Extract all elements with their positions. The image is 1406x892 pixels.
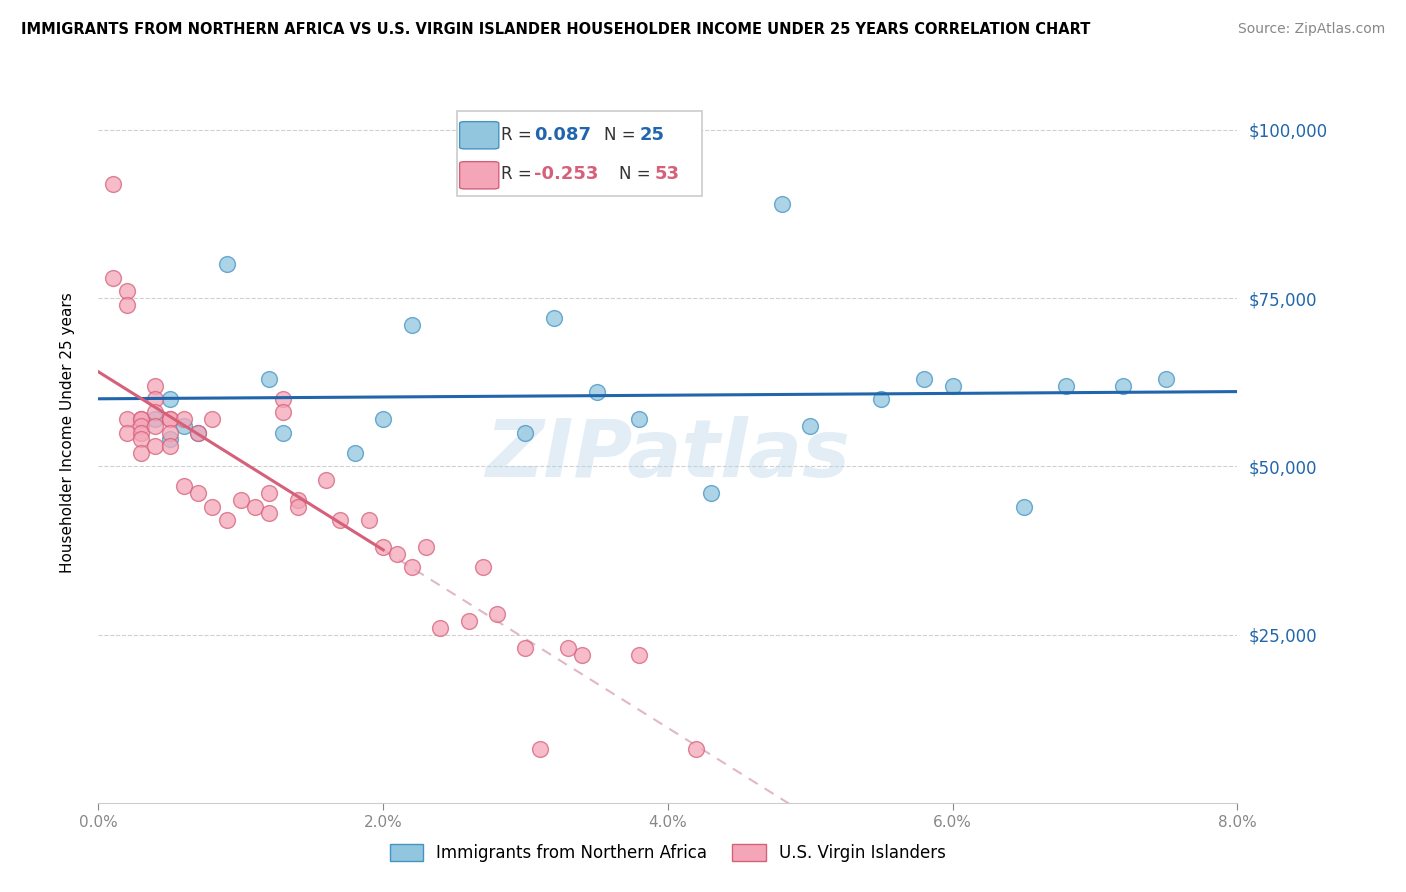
Point bbox=[585, 385, 607, 400]
Legend: Immigrants from Northern Africa, U.S. Virgin Islanders: Immigrants from Northern Africa, U.S. Vi… bbox=[382, 837, 953, 869]
Point bbox=[187, 425, 209, 440]
Point bbox=[129, 446, 152, 460]
Point bbox=[1012, 500, 1035, 514]
Point bbox=[942, 378, 965, 392]
Point bbox=[145, 412, 167, 426]
Point bbox=[628, 412, 651, 426]
Point bbox=[357, 513, 380, 527]
Point bbox=[115, 285, 138, 299]
Point bbox=[115, 425, 138, 440]
Point bbox=[229, 492, 252, 507]
Point bbox=[287, 500, 309, 514]
Point bbox=[557, 640, 579, 655]
Point bbox=[173, 418, 195, 433]
Point bbox=[243, 500, 266, 514]
Point bbox=[159, 433, 181, 447]
Point bbox=[115, 298, 138, 312]
Point bbox=[699, 486, 721, 500]
Point bbox=[129, 425, 152, 440]
Point bbox=[486, 607, 509, 622]
Point bbox=[159, 425, 181, 440]
Point bbox=[912, 372, 935, 386]
Point bbox=[515, 640, 537, 655]
Point bbox=[273, 405, 295, 419]
Text: ZIPatlas: ZIPatlas bbox=[485, 416, 851, 494]
Point bbox=[115, 412, 138, 426]
Point bbox=[145, 392, 167, 406]
Point bbox=[259, 372, 281, 386]
Point bbox=[201, 412, 224, 426]
Point bbox=[371, 412, 394, 426]
Point bbox=[685, 742, 707, 756]
Point bbox=[101, 270, 124, 285]
Point bbox=[129, 412, 152, 426]
Point bbox=[273, 392, 295, 406]
Text: Source: ZipAtlas.com: Source: ZipAtlas.com bbox=[1237, 22, 1385, 37]
Point bbox=[429, 621, 451, 635]
Point bbox=[187, 486, 209, 500]
Point bbox=[159, 412, 181, 426]
Point bbox=[1154, 372, 1177, 386]
Point bbox=[1112, 378, 1135, 392]
Point bbox=[201, 500, 224, 514]
Point bbox=[173, 479, 195, 493]
Point bbox=[159, 392, 181, 406]
Point bbox=[515, 425, 537, 440]
Point bbox=[401, 318, 423, 332]
Point bbox=[273, 425, 295, 440]
Point bbox=[145, 378, 167, 392]
Point bbox=[799, 418, 821, 433]
Point bbox=[259, 507, 281, 521]
Point bbox=[215, 513, 238, 527]
Point bbox=[159, 439, 181, 453]
Point bbox=[543, 311, 565, 326]
Point bbox=[145, 405, 167, 419]
Point bbox=[770, 196, 793, 211]
Text: IMMIGRANTS FROM NORTHERN AFRICA VS U.S. VIRGIN ISLANDER HOUSEHOLDER INCOME UNDER: IMMIGRANTS FROM NORTHERN AFRICA VS U.S. … bbox=[21, 22, 1091, 37]
Point bbox=[259, 486, 281, 500]
Point bbox=[387, 547, 409, 561]
Point bbox=[343, 446, 366, 460]
Point bbox=[471, 560, 494, 574]
Y-axis label: Householder Income Under 25 years: Householder Income Under 25 years bbox=[60, 293, 75, 573]
Point bbox=[628, 648, 651, 662]
Point bbox=[287, 492, 309, 507]
Point bbox=[415, 540, 437, 554]
Point bbox=[159, 412, 181, 426]
Point bbox=[101, 177, 124, 191]
Point bbox=[215, 257, 238, 271]
Point bbox=[129, 418, 152, 433]
Point bbox=[870, 392, 893, 406]
Point bbox=[129, 433, 152, 447]
Point bbox=[401, 560, 423, 574]
Point bbox=[129, 412, 152, 426]
Point bbox=[145, 418, 167, 433]
Point bbox=[315, 473, 337, 487]
Point bbox=[1056, 378, 1078, 392]
Point bbox=[329, 513, 352, 527]
Point bbox=[187, 425, 209, 440]
Point bbox=[371, 540, 394, 554]
Point bbox=[173, 412, 195, 426]
Point bbox=[457, 614, 479, 628]
Point bbox=[145, 439, 167, 453]
Point bbox=[571, 648, 593, 662]
Point bbox=[529, 742, 551, 756]
